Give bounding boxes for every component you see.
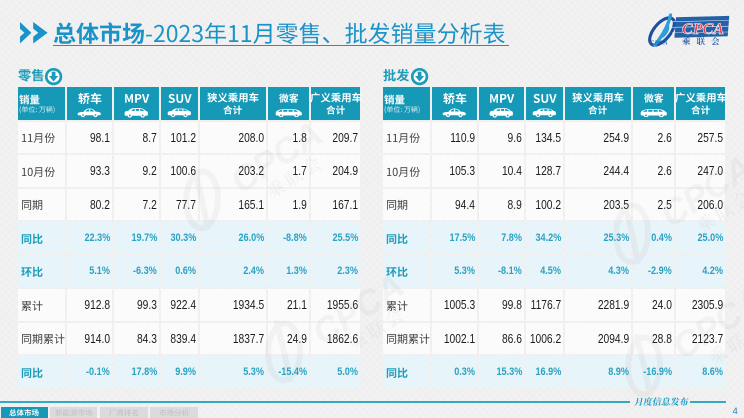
svg-text:CPCA: CPCA: [682, 21, 724, 38]
svg-text:CPCA: CPCA: [650, 41, 668, 47]
